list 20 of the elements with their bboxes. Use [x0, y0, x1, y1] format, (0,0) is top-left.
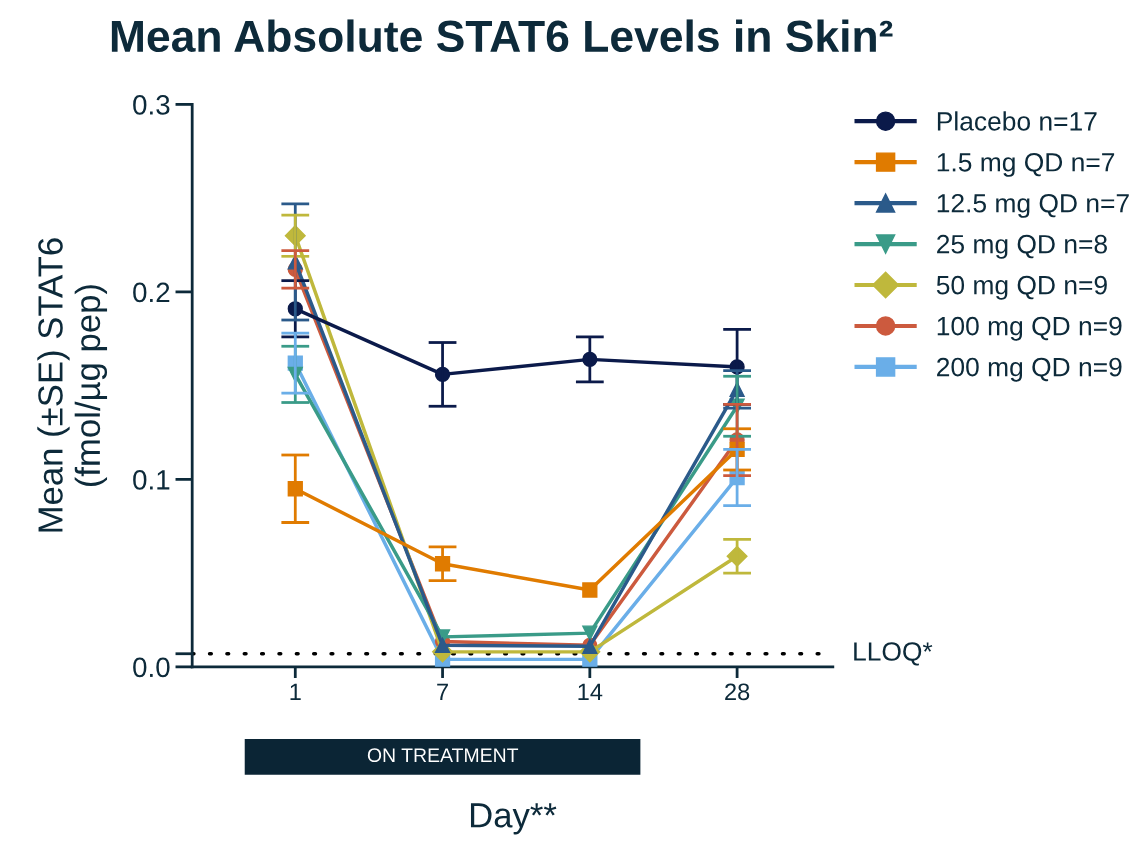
ref-line-label: LLOQ*	[854, 642, 933, 666]
text: ON TREATMENT	[367, 748, 519, 763]
x-tick-label: 7	[437, 683, 448, 700]
legend-label: 1.5 mg QD n=7	[937, 152, 1115, 177]
x-tick-label: 1	[290, 683, 301, 700]
x-tick-label: 14	[578, 683, 603, 700]
y-tick-label: 0.2	[133, 282, 170, 303]
y-tick-label: 0.1	[133, 470, 170, 490]
chart-title: Mean Absolute STAT6 Levels in Skin²	[111, 19, 893, 53]
legend-label: 100 mg QD n=9	[937, 316, 1122, 341]
y-axis-title: Mean (±SE) STAT6 (fmol/µg pep)	[37, 238, 108, 532]
y-tick-label: 0.3	[133, 95, 170, 115]
legend-label: Placebo n=17	[937, 111, 1097, 131]
legend-label: 12.5 mg QD n=7	[937, 193, 1129, 218]
legend-label: 50 mg QD n=9	[936, 275, 1107, 300]
y-tick-label: 0.0	[133, 657, 170, 678]
legend-label: 200 mg QD n=9	[937, 357, 1122, 382]
x-tick-label: 28	[725, 683, 750, 701]
x-axis-title: Day**	[470, 803, 557, 835]
legend-label: 25 mg QD n=8	[937, 234, 1107, 259]
